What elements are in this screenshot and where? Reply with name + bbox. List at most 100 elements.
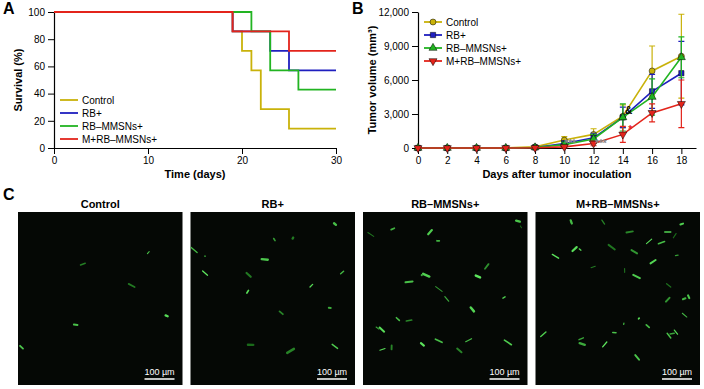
tick-label: 0 bbox=[39, 143, 45, 154]
tick: 0 bbox=[52, 148, 58, 166]
legend-entry: RB–MMSNs+ bbox=[60, 121, 143, 132]
tick-mark bbox=[412, 114, 418, 115]
fluorescence bbox=[666, 298, 670, 302]
fluorescence bbox=[658, 241, 664, 243]
line bbox=[418, 57, 681, 148]
tick-label: 40 bbox=[34, 88, 46, 99]
fluorescence bbox=[436, 287, 442, 292]
series bbox=[414, 37, 685, 150]
image-title: RB–MMSNs+ bbox=[411, 198, 479, 210]
fluorescence bbox=[571, 220, 572, 223]
fluorescence bbox=[457, 349, 461, 353]
annotation: & bbox=[625, 105, 632, 116]
tick: 10 bbox=[143, 148, 155, 166]
tick-label: 20 bbox=[34, 116, 46, 127]
tick: 14 bbox=[618, 148, 630, 166]
fluorescence bbox=[485, 264, 489, 269]
fluorescence bbox=[638, 317, 640, 319]
legend-swatch bbox=[60, 125, 78, 127]
tick-label: 10 bbox=[143, 155, 155, 166]
tick-label: 0 bbox=[52, 155, 58, 166]
tick-mark bbox=[336, 148, 337, 154]
micrograph: 100 µm bbox=[363, 212, 528, 385]
image-background bbox=[363, 212, 528, 385]
fluorescence bbox=[516, 221, 520, 222]
tick-label: 20 bbox=[237, 155, 249, 166]
fluorescence bbox=[396, 318, 399, 321]
legend-marker bbox=[430, 32, 435, 37]
x-axis: 0 10 20 30 bbox=[52, 148, 343, 166]
axis-line bbox=[55, 148, 337, 149]
tick: 3,000 bbox=[384, 109, 418, 120]
fluorescence bbox=[423, 274, 429, 277]
fluorescence bbox=[683, 298, 686, 299]
fluorescence bbox=[291, 236, 294, 239]
fluorescence bbox=[406, 320, 411, 321]
fluorescence bbox=[646, 325, 649, 327]
fluorescence bbox=[609, 245, 615, 250]
fluorescence bbox=[572, 247, 576, 251]
marker bbox=[648, 92, 656, 99]
fluorescence bbox=[602, 220, 605, 224]
tick-mark bbox=[48, 121, 54, 122]
survival-line bbox=[54, 12, 336, 51]
fluorescence bbox=[673, 234, 676, 238]
marks bbox=[414, 14, 685, 152]
legend-label: RB–MMSNs+ bbox=[446, 43, 507, 54]
fluorescence bbox=[204, 255, 206, 256]
fluorescence bbox=[635, 355, 639, 360]
fluorescence bbox=[579, 249, 581, 250]
tick: 12 bbox=[589, 148, 601, 166]
tick-label: 8 bbox=[533, 155, 539, 166]
legend-label: Control bbox=[446, 17, 478, 28]
fluorescence bbox=[580, 343, 585, 345]
micrograph: 100 µm bbox=[18, 212, 183, 385]
tick-label: 12,000 bbox=[378, 7, 409, 18]
tick-label: 100 bbox=[28, 7, 45, 18]
fluorescence bbox=[623, 323, 625, 324]
legend-marker bbox=[429, 43, 437, 50]
fluorescence bbox=[391, 346, 393, 350]
tick-mark bbox=[652, 148, 653, 154]
fluorescence bbox=[633, 275, 640, 278]
fluorescence bbox=[334, 223, 336, 225]
tick-label: 30 bbox=[331, 155, 343, 166]
image-title: Control bbox=[81, 198, 120, 210]
y-axis: 020406080100 bbox=[28, 7, 54, 154]
fluorescence bbox=[471, 307, 474, 311]
survival-line bbox=[54, 12, 336, 70]
image-background bbox=[191, 212, 356, 385]
marks bbox=[54, 12, 336, 129]
fluorescence bbox=[329, 307, 331, 309]
line bbox=[418, 56, 681, 148]
tick-label: 0 bbox=[403, 143, 409, 154]
tick-label: 14 bbox=[618, 155, 630, 166]
legend: ControlRB+RB–MMSNs+M+RB–MMSNs+ bbox=[424, 17, 521, 67]
legend-marker bbox=[429, 59, 437, 66]
legend-label: M+RB–MMSNs+ bbox=[446, 56, 521, 67]
scale-bar bbox=[490, 378, 520, 380]
tick-label: 0 bbox=[416, 155, 422, 166]
marker bbox=[531, 145, 539, 152]
fluorescence bbox=[421, 274, 423, 276]
fluorescence bbox=[570, 221, 572, 223]
fluorescence bbox=[435, 339, 441, 342]
tick-label: 60 bbox=[34, 61, 46, 72]
tick-label: 3,000 bbox=[384, 109, 409, 120]
fluorescence bbox=[626, 231, 632, 232]
line bbox=[418, 73, 681, 148]
fluorescence bbox=[380, 328, 385, 332]
legend-entry: M+RB–MMSNs+ bbox=[60, 134, 157, 145]
fluorescence bbox=[591, 266, 595, 267]
fluorescence bbox=[203, 271, 208, 275]
fluorescence bbox=[262, 258, 268, 261]
marker bbox=[473, 146, 481, 153]
fluorescence bbox=[541, 332, 546, 337]
tick-label: 4 bbox=[474, 155, 480, 166]
tick: 60 bbox=[34, 61, 54, 72]
tick: 9,000 bbox=[384, 41, 418, 52]
tick: 20 bbox=[34, 116, 54, 127]
scale-bar-label: 100 µm bbox=[317, 367, 347, 377]
fluorescence bbox=[310, 284, 313, 287]
micrograph: 100 µm bbox=[536, 212, 701, 385]
